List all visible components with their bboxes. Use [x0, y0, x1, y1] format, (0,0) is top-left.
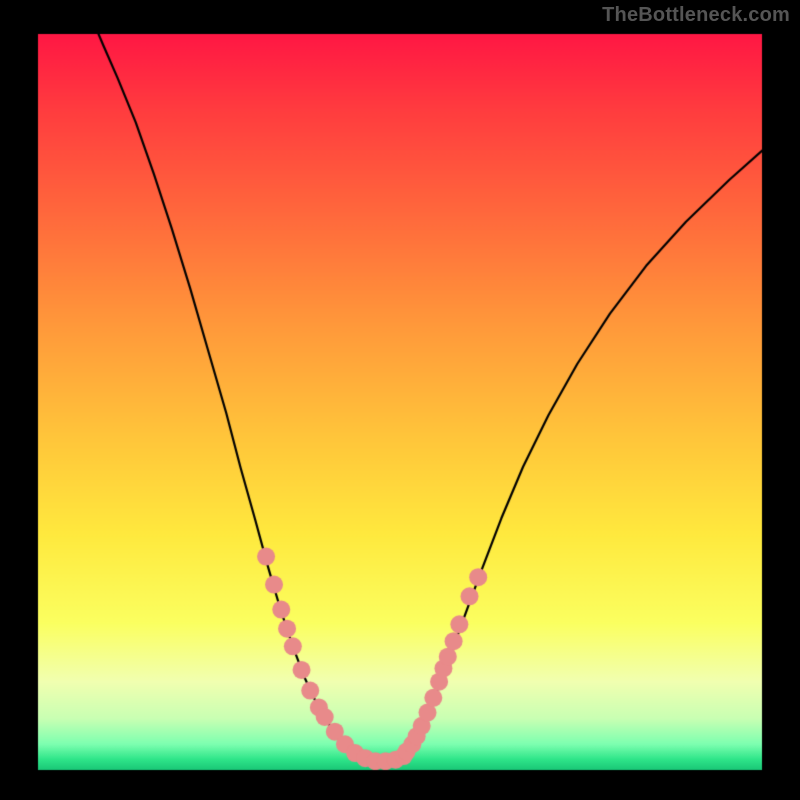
watermark-text: TheBottleneck.com	[602, 4, 790, 27]
bottleneck-chart-canvas	[0, 0, 800, 800]
